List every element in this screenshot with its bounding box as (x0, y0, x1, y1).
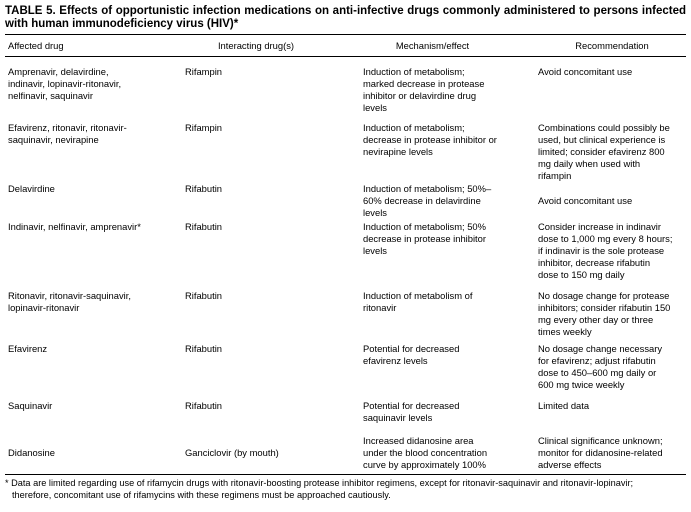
affected-drug-cell: Saquinavir (8, 400, 53, 411)
title-divider (5, 34, 686, 35)
affected-drug-cell: Efavirenz, ritonavir, ritonavir- saquina… (8, 122, 127, 145)
recommendation-cell: Combinations could possibly be used, but… (538, 122, 670, 181)
recommendation-cell: Limited data (538, 400, 590, 411)
affected-drug-cell: Ritonavir, ritonavir-saquinavir, lopinav… (8, 290, 131, 313)
recommendation-cell: No dosage change necessary for efavirenz… (538, 343, 663, 390)
interacting-drug-cell: Rifabutin (185, 400, 223, 411)
table-footnote: * Data are limited regarding use of rifa… (5, 478, 634, 500)
table-row: Didanosine Ganciclovir (by mouth) Increa… (5, 435, 686, 471)
interacting-drug-cell: Rifabutin (185, 183, 223, 194)
column-header-recommendation: Recommendation (575, 40, 649, 51)
column-header-interacting-drug: Interacting drug(s) (217, 40, 295, 51)
mechanism-cell: Potential for decreased saquinavir level… (363, 400, 460, 423)
interacting-drug-cell: Rifampin (185, 122, 222, 133)
affected-drug-cell: Indinavir, nelfinavir, amprenavir* (8, 221, 141, 232)
column-header-affected-drug: Affected drug (8, 40, 64, 51)
affected-drug-cell: Didanosine (8, 447, 55, 458)
recommendation-cell: Avoid concomitant use (538, 195, 633, 206)
mechanism-cell: Potential for decreased efavirenz levels (363, 343, 460, 366)
footnote-divider (5, 474, 686, 475)
table-row: Indinavir, nelfinavir, amprenavir* Rifab… (5, 221, 686, 281)
table-row: Efavirenz Rifabutin Potential for decrea… (5, 343, 686, 391)
mechanism-cell: Induction of metabolism of ritonavir (363, 290, 473, 313)
interacting-drug-cell: Rifabutin (185, 343, 223, 354)
recommendation-cell: Clinical significance unknown; monitor f… (538, 435, 663, 470)
recommendation-cell: No dosage change for protease inhibitors… (538, 290, 671, 337)
interacting-drug-cell: Rifabutin (185, 290, 223, 301)
table-row: Amprenavir, delavirdine, indinavir, lopi… (5, 66, 686, 114)
mechanism-cell: Induction of metabolism; 50%– 60% decrea… (363, 183, 492, 218)
table-title: TABLE 5. Effects of opportunistic infect… (5, 5, 686, 30)
table-row: Efavirenz, ritonavir, ritonavir- saquina… (5, 122, 686, 182)
interacting-drug-cell: Rifampin (185, 66, 222, 77)
affected-drug-cell: Amprenavir, delavirdine, indinavir, lopi… (8, 66, 122, 101)
table-body: Amprenavir, delavirdine, indinavir, lopi… (5, 66, 686, 471)
mechanism-cell: Induction of metabolism; decrease in pro… (363, 122, 497, 157)
recommendation-cell: Avoid concomitant use (538, 66, 633, 77)
affected-drug-cell: Efavirenz (8, 343, 48, 354)
table-header-row: Affected drug Interacting drug(s) Mechan… (5, 35, 686, 56)
table-row: Ritonavir, ritonavir-saquinavir, lopinav… (5, 290, 686, 338)
mechanism-cell: Induction of metabolism; 50% decrease in… (363, 221, 486, 256)
mechanism-cell: Increased didanosine area under the bloo… (363, 435, 488, 470)
interacting-drug-cell: Rifabutin (185, 221, 223, 232)
column-header-mechanism-effect: Mechanism/effect (395, 40, 470, 51)
mechanism-cell: Induction of metabolism; marked decrease… (363, 66, 485, 113)
recommendation-cell: Consider increase in indinavir dose to 1… (538, 221, 673, 280)
interacting-drug-cell: Ganciclovir (by mouth) (185, 447, 279, 458)
header-divider (5, 56, 686, 57)
table-row: Saquinavir Rifabutin Potential for decre… (5, 400, 686, 424)
table-row: Delavirdine Rifabutin Induction of metab… (5, 183, 686, 219)
affected-drug-cell: Delavirdine (8, 183, 55, 194)
